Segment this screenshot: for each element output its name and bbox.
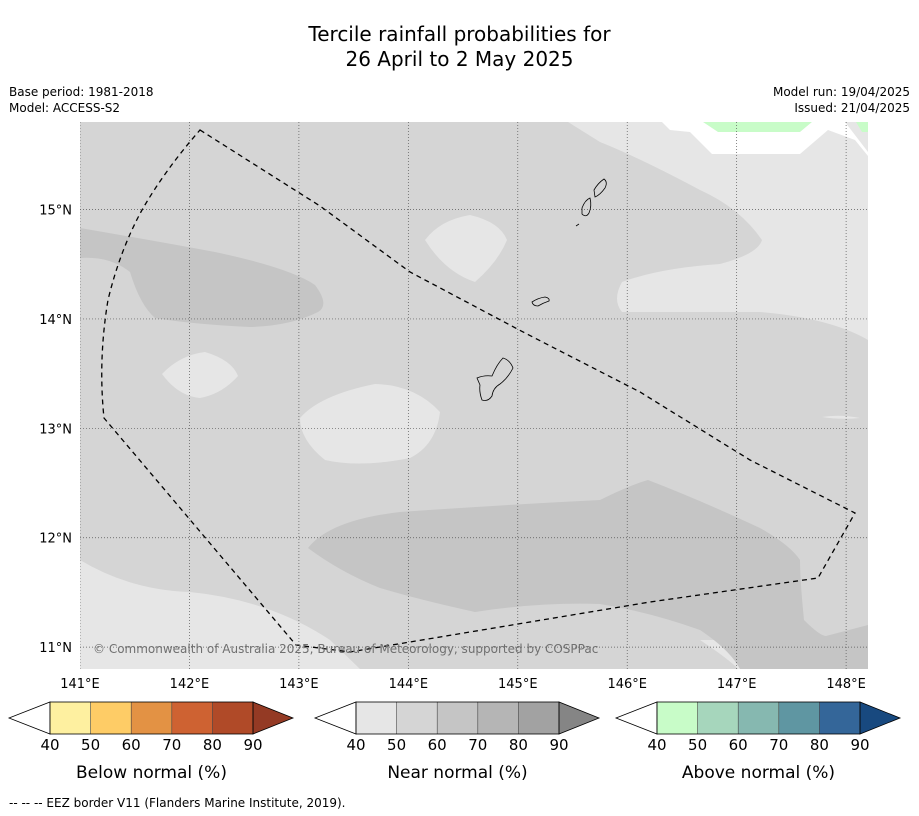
colorbar-tick-label: 80 — [203, 736, 222, 754]
near-normal-40-50-blob-3 — [162, 352, 238, 398]
white-gap-top — [662, 122, 868, 156]
colorbar-segment — [738, 702, 779, 734]
colorbar-tick-label: 80 — [810, 736, 829, 754]
island-rota — [531, 296, 550, 307]
colorbar-frame — [355, 701, 560, 735]
colorbar-segment — [212, 702, 253, 734]
colorbar-tick-label: 80 — [509, 736, 528, 754]
colorbar-segment — [477, 702, 519, 734]
colorbar-tick-label: 50 — [688, 736, 707, 754]
longitude-label: 144°E — [389, 677, 429, 692]
colorbar-segment — [90, 702, 132, 734]
longitude-label: 145°E — [498, 677, 538, 692]
longitude-label: 143°E — [279, 677, 319, 692]
graticule — [80, 122, 868, 669]
colorbar-lower-extend — [7, 701, 51, 735]
model-name: Model: ACCESS-S2 — [9, 101, 121, 115]
longitude-label: 147°E — [717, 677, 757, 692]
near-normal-60-70-region-west — [80, 228, 324, 327]
colorbar-segment — [819, 702, 860, 734]
colorbar-tick-label: 40 — [346, 736, 365, 754]
latitude-label: 13°N — [39, 422, 72, 437]
colorbar-tick-label: 40 — [647, 736, 666, 754]
colorbar-segment — [437, 702, 478, 734]
colorbar-lower-extend — [614, 701, 658, 735]
latitude-label: 11°N — [39, 641, 72, 656]
base-period: Base period: 1981-2018 — [9, 85, 154, 99]
colorbar-tick-label: 50 — [387, 736, 406, 754]
colorbar-title: Above normal (%) — [682, 763, 835, 783]
colorbar-segment — [50, 702, 91, 734]
colorbar-tick-label: 60 — [428, 736, 447, 754]
near-normal-40-50-blob-4 — [822, 415, 860, 419]
colorbar-tick-label: 70 — [468, 736, 487, 754]
colorbar-above-normal: 40 50 60 70 80 90 Above normal (%) — [607, 700, 917, 794]
island-guam — [476, 357, 514, 401]
colorbar-tick-label: 40 — [40, 736, 59, 754]
island-tinian — [581, 197, 592, 217]
colorbar-upper-extend — [859, 701, 902, 735]
meta-right: Model run: 19/04/2025 Issued: 21/04/2025 — [773, 84, 910, 116]
latitude-label: 15°N — [39, 204, 72, 219]
eez-footnote: -- -- -- EEZ border V11 (Flanders Marine… — [9, 796, 346, 810]
eez-border — [101, 129, 856, 653]
colorbar-tick-label: 60 — [122, 736, 141, 754]
longitude-label: 146°E — [607, 677, 647, 692]
near-normal-40-50-region-ne — [568, 122, 868, 340]
near-normal-40-50-blob-2 — [300, 384, 440, 464]
model-run: Model run: 19/04/2025 — [772, 85, 910, 99]
colorbar-segment — [356, 702, 397, 734]
colorbar-segment — [171, 702, 213, 734]
colorbar-upper-extend — [558, 701, 601, 735]
colorbar-tick-label: 90 — [850, 736, 869, 754]
copyright-notice: © Commonwealth of Australia 2025, Bureau… — [93, 642, 598, 656]
near-normal-60-70-region-south — [308, 480, 868, 669]
island-saipan — [593, 178, 607, 198]
map-plot-area — [80, 122, 868, 669]
above-normal-40-50-region — [703, 122, 812, 132]
colorbar-upper-extend — [252, 701, 295, 735]
latitude-labels: 15°N 14°N 13°N 12°N 11°N — [39, 204, 72, 657]
colorbar-tick-label: 70 — [162, 736, 181, 754]
longitude-label: 141°E — [60, 677, 100, 692]
colorbar-below-normal: 40 50 60 70 80 90 Below normal (%) — [0, 700, 310, 794]
colorbar-segment — [778, 702, 820, 734]
colorbar-above-svg: 40 50 60 70 80 90 Above normal (%) — [614, 701, 902, 783]
title-line-1: Tercile rainfall probabilities for — [308, 22, 611, 46]
colorbar-tick-label: 90 — [243, 736, 262, 754]
colorbar-near-normal: 40 50 60 70 80 90 Near normal (%) — [306, 700, 616, 794]
latitude-label: 12°N — [39, 532, 72, 547]
map-canvas: 141°E 142°E 143°E 144°E 145°E 146°E 147°E 148°E… — [39, 122, 868, 692]
latitude-label: 14°N — [39, 313, 72, 328]
colorbar-segment — [396, 702, 438, 734]
meta-left: Base period: 1981-2018 Model: ACCESS-S2 — [9, 84, 154, 116]
longitude-labels: 141°E 142°E 143°E 144°E 145°E 146°E 147°E 148°E — [60, 677, 866, 692]
title-line-2: 26 April to 2 May 2025 — [345, 47, 574, 71]
colorbar-below-svg: 40 50 60 70 80 90 Below normal (%) — [7, 701, 295, 783]
colorbar-frame — [656, 701, 861, 735]
above-normal-40-50-region-2 — [856, 122, 868, 132]
colorbar-near-svg: 40 50 60 70 80 90 Near normal (%) — [313, 701, 601, 783]
colorbar-segment — [657, 702, 698, 734]
longitude-label: 142°E — [170, 677, 210, 692]
colorbar-frame — [49, 701, 254, 735]
colorbar-segment — [518, 702, 559, 734]
colorbar-lower-extend — [313, 701, 357, 735]
colorbar-segment — [697, 702, 739, 734]
colorbar-title: Below normal (%) — [76, 763, 227, 783]
colorbar-tick-label: 50 — [81, 736, 100, 754]
near-normal-40-50-blob-1 — [425, 215, 507, 282]
map-title: Tercile rainfall probabilities for 26 Ap… — [0, 22, 919, 72]
colorbar-tick-label: 70 — [769, 736, 788, 754]
colorbar-segment — [131, 702, 172, 734]
colorbar-tick-label: 90 — [549, 736, 568, 754]
issued-date: Issued: 21/04/2025 — [794, 101, 910, 115]
island-aguijan — [575, 223, 580, 227]
colorbar-title: Near normal (%) — [387, 763, 527, 783]
colorbar-tick-label: 60 — [729, 736, 748, 754]
near-normal-40-50-region-sw — [80, 560, 360, 669]
longitude-label: 148°E — [826, 677, 866, 692]
